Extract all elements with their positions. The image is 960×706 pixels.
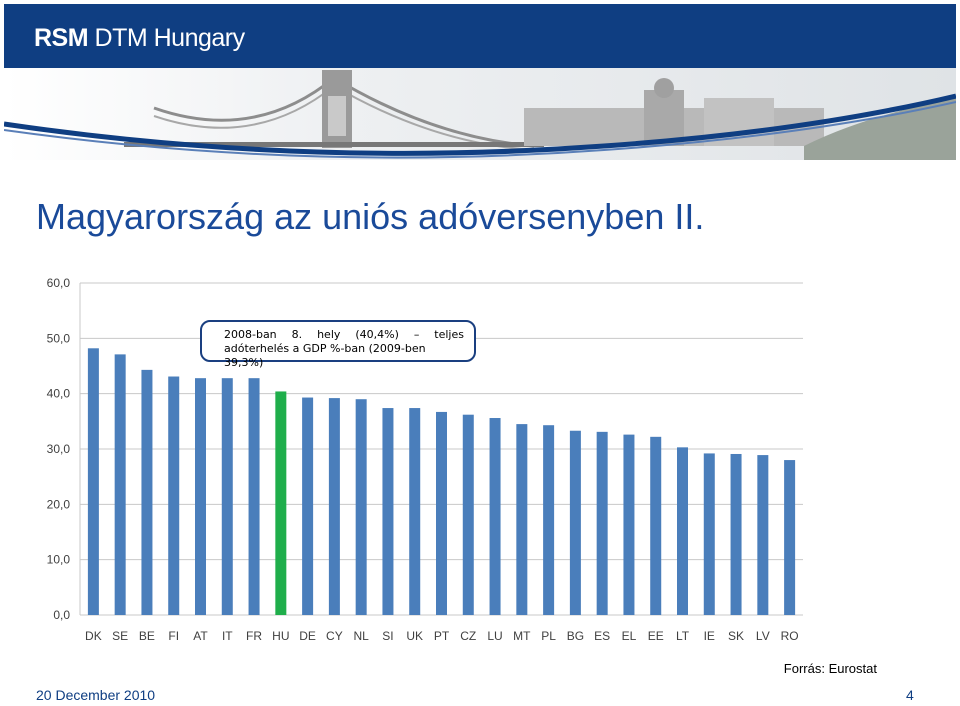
bar-es [596,431,608,615]
bar-fr [248,378,260,615]
bar-pl [543,425,555,615]
bar-nl [355,399,367,615]
x-tick-label: SK [728,629,744,643]
x-tick-label: SE [112,629,128,643]
x-tick-label: FR [246,629,262,643]
bar-pt [436,411,447,615]
bar-dk [87,348,99,615]
x-tick-label: NL [353,629,369,643]
bar-si [382,408,394,615]
bar-sk [730,453,742,615]
x-tick-label: CZ [460,629,476,643]
source-note: Forrás: Eurostat [783,661,877,676]
x-tick-label: UK [406,629,423,643]
bar-bg [569,430,581,615]
y-tick-label: 50,0 [47,331,71,345]
x-tick-label: PL [541,629,556,643]
x-tick-label: HU [272,629,289,643]
x-tick-label: EL [622,629,637,643]
bar-it [221,378,233,615]
x-tick-label: BE [139,629,155,643]
x-tick-label: DK [85,629,102,643]
x-tick-label: BG [567,629,584,643]
x-tick-label: LT [676,629,690,643]
bar-ie [703,453,715,615]
logo-rsm: RSM [34,24,89,52]
y-tick-label: 20,0 [47,497,71,511]
x-tick-label: IT [222,629,233,643]
bar-ro [784,460,796,615]
x-tick-label: ES [594,629,610,643]
budapest-banner-image [4,68,956,160]
company-logo: RSM DTM Hungary [34,24,245,53]
logo-text: DTM Hungary [88,24,246,52]
y-tick-label: 0,0 [53,608,70,622]
highlight-callout: 2008-ban 8. hely (40,4%) – teljes adóter… [200,320,476,369]
bar-mt [516,424,528,615]
x-tick-label: FI [168,629,179,643]
bar-cy [328,398,340,615]
bar-cz [462,414,474,615]
bar-ee [650,436,662,615]
x-tick-label: CY [326,629,343,643]
x-tick-label: MT [513,629,531,643]
bar-at [195,378,206,615]
bar-se [114,354,126,615]
x-tick-label: IE [704,629,715,643]
y-tick-label: 30,0 [47,442,71,456]
slide-title: Magyarország az uniós adóversenyben II. [36,196,705,237]
x-tick-label: AT [193,629,208,643]
page-number: 4 [906,687,914,703]
footer-date: 20 December 2010 [36,687,156,703]
bar-de [302,397,314,615]
bar-hu [275,391,287,615]
x-tick-label: SI [382,629,393,643]
bar-fi [168,376,180,615]
x-tick-label: RO [781,629,799,643]
x-tick-label: LV [756,629,770,643]
bar-uk [409,408,421,615]
x-tick-label: LU [487,629,502,643]
y-tick-label: 10,0 [47,553,71,567]
y-tick-label: 40,0 [47,387,71,401]
header-band: RSM DTM Hungary [4,4,956,68]
x-tick-label: PT [434,629,450,643]
bar-lt [677,447,688,615]
bar-lv [757,455,769,615]
callout-line-1: 2008-ban 8. hely (40,4%) – teljes [224,328,464,341]
bar-el [623,434,635,615]
x-tick-label: DE [299,629,316,643]
bar-lu [489,418,501,615]
banner-illustration [4,68,956,160]
y-tick-label: 60,0 [47,276,71,290]
bar-be [141,369,153,615]
x-tick-label: EE [648,629,664,643]
callout-line-2: adóterhelés a GDP %-ban (2009-ben 39,3%) [224,342,426,369]
